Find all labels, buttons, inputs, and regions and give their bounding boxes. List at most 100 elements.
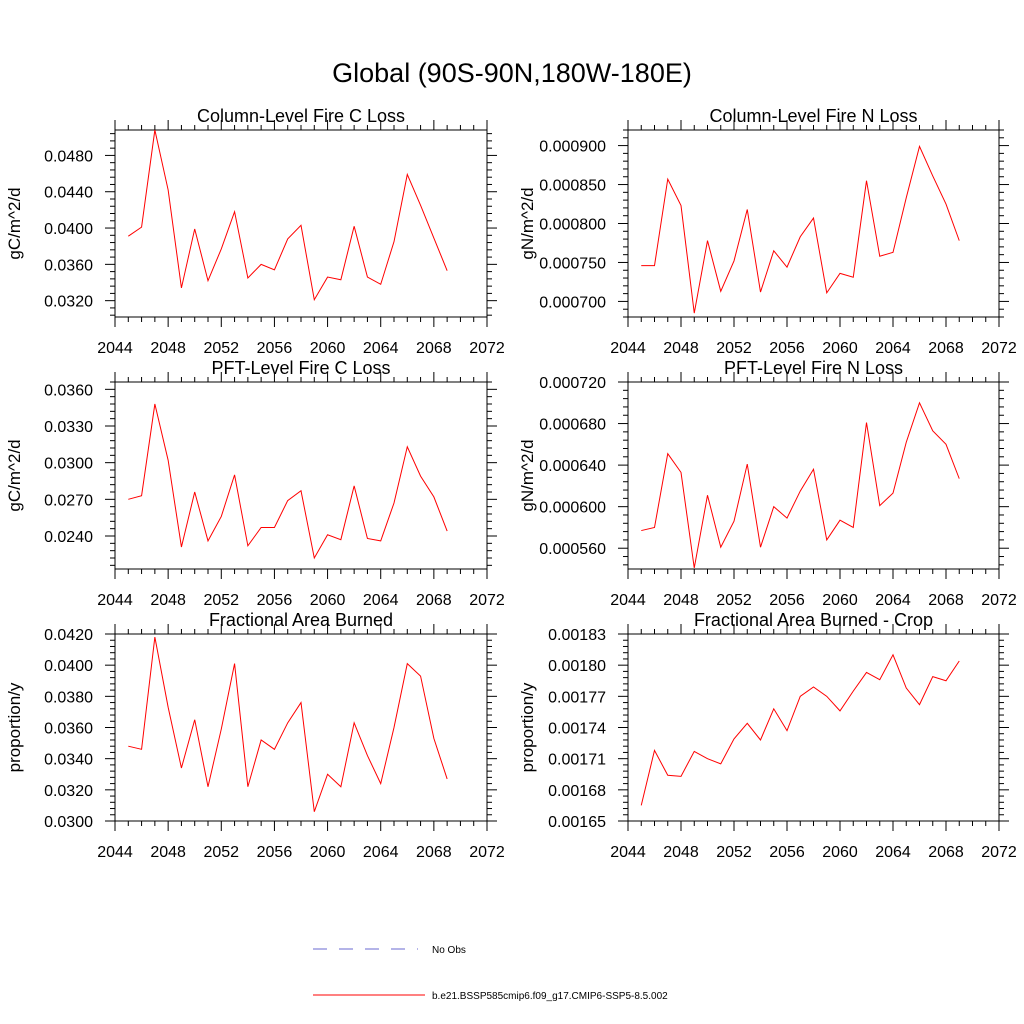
- panel-title: Column-Level Fire N Loss: [709, 106, 917, 126]
- y-tick-label: 0.000900: [539, 139, 606, 156]
- series-line-pft-level-fire-c-loss: [128, 403, 448, 560]
- x-tick-label: 2064: [875, 340, 911, 357]
- panel-title: Column-Level Fire C Loss: [197, 106, 405, 126]
- panel-fractional-area-burned-crop: Fractional Area Burned - Crop proportion/…: [518, 610, 1017, 861]
- panel-title: Fractional Area Burned - Crop: [694, 610, 933, 630]
- y-tick-label: 0.00174: [548, 721, 606, 738]
- legend: No Obs b.e21.BSSP585cmip6.f09_g17.CMIP6-…: [313, 945, 668, 1002]
- y-tick-label: 0.00180: [548, 658, 606, 675]
- y-tick-label: 0.0320: [44, 294, 93, 311]
- y-tick-label: 0.0340: [44, 752, 93, 769]
- x-tick-label: 2064: [363, 340, 399, 357]
- x-tick-label: 2056: [769, 844, 805, 861]
- y-tick-label: 0.0440: [44, 185, 93, 202]
- y-tick-label: 0.000680: [539, 417, 606, 434]
- y-tick-label: 0.0420: [44, 627, 93, 644]
- x-tick-label: 2048: [150, 592, 186, 609]
- x-tick-label: 2072: [469, 844, 505, 861]
- x-tick-label: 2056: [769, 592, 805, 609]
- x-tick-label: 2052: [716, 592, 752, 609]
- x-tick-label: 2068: [928, 340, 964, 357]
- figure-title: Global (90S-90N,180W-180E): [332, 58, 692, 88]
- x-tick-label: 2044: [97, 592, 133, 609]
- x-tick-label: 2052: [716, 340, 752, 357]
- x-tick-label: 2064: [875, 844, 911, 861]
- x-tick-label: 2052: [716, 844, 752, 861]
- panel-title: Fractional Area Burned: [209, 610, 393, 630]
- y-tick-label: 0.0400: [44, 221, 93, 238]
- y-tick-label: 0.0330: [44, 419, 93, 436]
- y-tick-label: 0.0240: [44, 529, 93, 546]
- y-tick-label: 0.000560: [539, 541, 606, 558]
- x-tick-label: 2052: [203, 340, 239, 357]
- x-tick-label: 2056: [769, 340, 805, 357]
- x-tick-label: 2068: [416, 844, 452, 861]
- y-tick-label: 0.000700: [539, 294, 606, 311]
- y-axis-label: gN/m^2/d: [518, 187, 537, 259]
- x-tick-label: 2064: [875, 592, 911, 609]
- panel-pft-level-fire-c-loss: PFT-Level Fire C Loss gC/m^2/d 2044 2048 205…: [5, 358, 505, 609]
- x-tick-label: 2052: [203, 592, 239, 609]
- x-tick-label: 2048: [150, 340, 186, 357]
- y-tick-label: 0.00183: [548, 627, 606, 644]
- x-tick-label: 2072: [981, 592, 1017, 609]
- y-tick-label: 0.0360: [44, 721, 93, 738]
- plot-frame: [627, 381, 1000, 570]
- plot-frame: [114, 129, 488, 318]
- series-line-pft-level-fire-n-loss: [641, 401, 960, 569]
- panel-column-level-fire-c-loss: Column-Level Fire C Loss gC/m^2/d 2044 2048…: [5, 106, 505, 357]
- series-line-column-level-fire-c-loss: [128, 129, 448, 302]
- y-tick-label: 0.0380: [44, 689, 93, 706]
- x-tick-label: 2048: [150, 844, 186, 861]
- y-tick-label: 0.0320: [44, 783, 93, 800]
- x-tick-label: 2060: [310, 592, 346, 609]
- y-tick-label: 0.000850: [539, 178, 606, 195]
- y-tick-label: 0.0300: [44, 814, 93, 831]
- y-axis-label: gC/m^2/d: [5, 187, 24, 259]
- x-tick-label: 2048: [663, 592, 699, 609]
- y-tick-label: 0.000750: [539, 255, 606, 272]
- panel-pft-level-fire-n-loss: PFT-Level Fire N Loss gN/m^2/d 2044 2048 205…: [518, 358, 1017, 609]
- x-tick-label: 2044: [97, 844, 133, 861]
- y-tick-label: 0.0360: [44, 257, 93, 274]
- x-tick-label: 2056: [257, 844, 293, 861]
- x-tick-label: 2044: [610, 844, 646, 861]
- x-tick-label: 2060: [822, 844, 858, 861]
- x-tick-label: 2068: [416, 340, 452, 357]
- chart-panels: Column-Level Fire C Loss gC/m^2/d 2044 2048…: [5, 106, 1017, 861]
- x-tick-label: 2056: [257, 340, 293, 357]
- series-line-column-level-fire-n-loss: [641, 144, 960, 314]
- x-tick-label: 2044: [610, 340, 646, 357]
- panel-column-level-fire-n-loss: Column-Level Fire N Loss gN/m^2/d 2044 2048…: [518, 106, 1017, 357]
- legend-obs-label: No Obs: [432, 945, 466, 956]
- x-tick-label: 2060: [310, 844, 346, 861]
- x-tick-label: 2060: [822, 340, 858, 357]
- x-tick-label: 2068: [416, 592, 452, 609]
- y-tick-label: 0.00168: [548, 783, 606, 800]
- x-tick-label: 2068: [928, 844, 964, 861]
- y-tick-label: 0.000800: [539, 217, 606, 234]
- series-line-fractional-area-burned-crop: [640, 653, 960, 806]
- plot-frame: [627, 633, 1000, 822]
- x-tick-label: 2060: [822, 592, 858, 609]
- y-tick-label: 0.000600: [539, 500, 606, 517]
- y-tick-label: 0.0270: [44, 492, 93, 509]
- panel-title: PFT-Level Fire N Loss: [724, 358, 903, 378]
- x-tick-label: 2072: [981, 844, 1017, 861]
- y-tick-label: 0.0400: [44, 658, 93, 675]
- series-line-fractional-area-burned: [128, 637, 448, 812]
- x-tick-label: 2044: [610, 592, 646, 609]
- x-tick-label: 2068: [928, 592, 964, 609]
- panel-title: PFT-Level Fire C Loss: [211, 358, 390, 378]
- x-tick-label: 2064: [363, 844, 399, 861]
- x-tick-label: 2048: [663, 844, 699, 861]
- y-tick-label: 0.0360: [44, 382, 93, 399]
- panel-fractional-area-burned: Fractional Area Burned proportion/y 2044 20…: [5, 610, 505, 861]
- y-tick-label: 0.0480: [44, 148, 93, 165]
- x-tick-label: 2044: [97, 340, 133, 357]
- x-tick-label: 2056: [257, 592, 293, 609]
- y-axis-label: gC/m^2/d: [5, 439, 24, 511]
- x-tick-label: 2048: [663, 340, 699, 357]
- x-tick-label: 2072: [469, 340, 505, 357]
